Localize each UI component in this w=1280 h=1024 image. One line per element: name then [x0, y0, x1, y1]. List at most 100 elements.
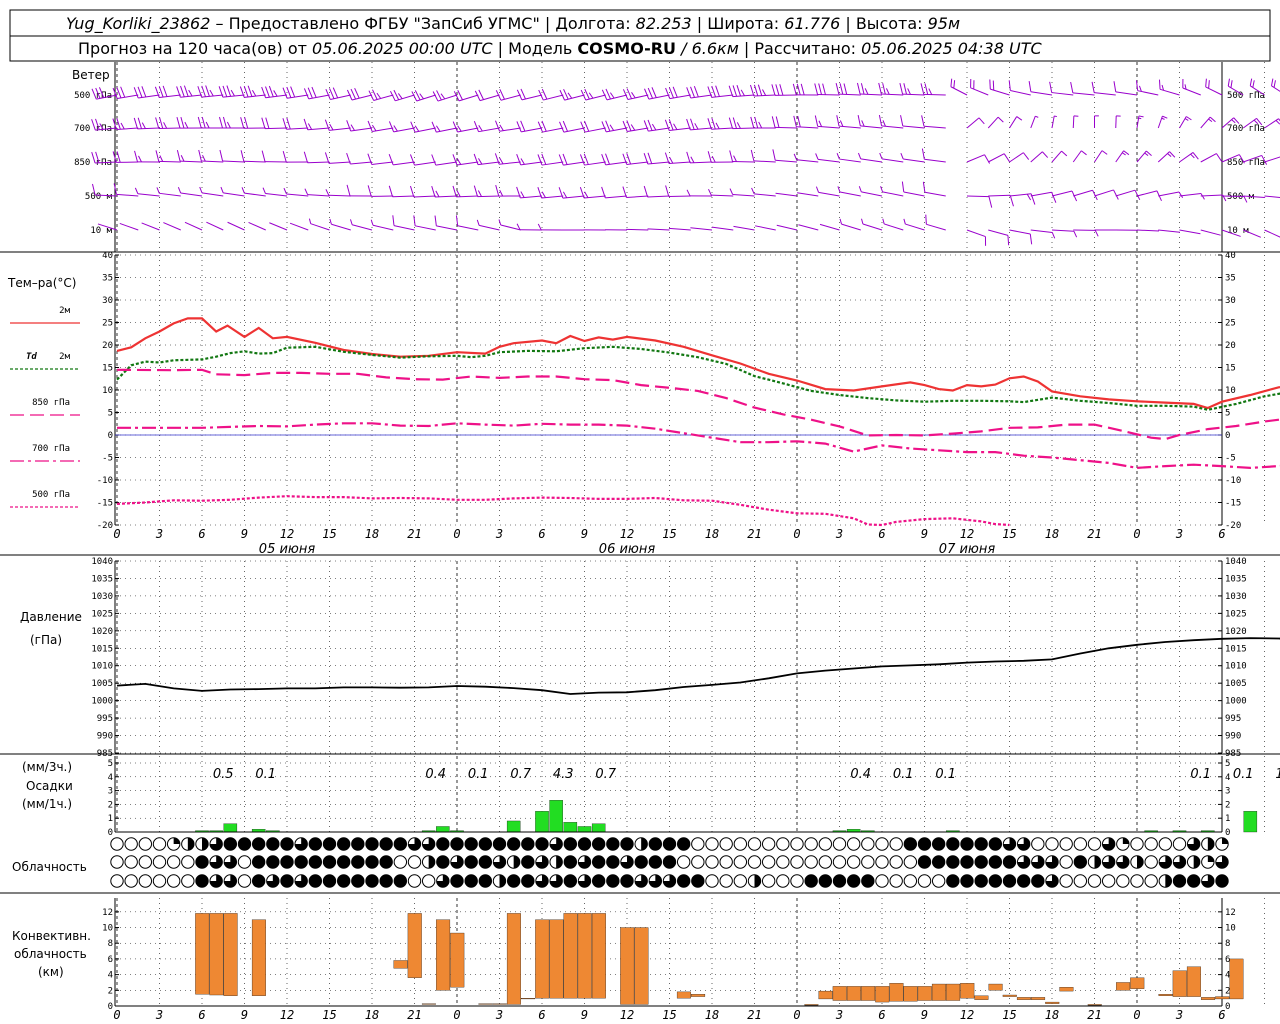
cloud-fill-full [280, 874, 294, 888]
legend-label: 2м [59, 352, 70, 362]
cloud-symbol [946, 837, 960, 851]
cloud-symbol [421, 874, 436, 888]
cloud-fill-part [294, 874, 308, 888]
convective-bar [393, 960, 408, 969]
wind-barb-staff [1200, 229, 1221, 236]
wind-barb [622, 88, 649, 101]
wind-barb [966, 195, 993, 208]
cloud-fill-full [974, 874, 988, 888]
wind-barb [1270, 78, 1280, 92]
wind-level-label-right: 700 гПа [1227, 124, 1265, 134]
cloud-fill-full [1017, 874, 1030, 888]
x-tick-label: 9 [241, 527, 248, 541]
cloud-symbol [719, 855, 733, 869]
precip-unit-1h: (мм/1ч.) [22, 797, 72, 811]
wind-barb [206, 221, 224, 231]
cloud-symbol [761, 874, 776, 888]
cloud-fill-full [337, 874, 350, 888]
wind-barb [1091, 81, 1116, 96]
y-tick-label-right: 1015 [1225, 644, 1247, 654]
cloud-symbol [832, 855, 847, 869]
wind-barb-feather [180, 155, 185, 162]
y-tick-label-left: 15 [102, 364, 113, 374]
wind-barb-feather [1081, 150, 1087, 156]
cloud-symbol [1031, 855, 1045, 869]
wind-barb-feather [537, 154, 543, 166]
wind-barb-feather [630, 124, 636, 131]
cloud-symbol [124, 855, 138, 869]
cloud-symbol [535, 837, 549, 851]
cloud-symbol [606, 837, 620, 851]
wind-barb-feather [800, 83, 805, 96]
wind-barb [473, 121, 500, 133]
wind-barb-staff [1115, 189, 1136, 197]
cloud-fill-part [224, 874, 237, 888]
cloud-fill-part [1215, 855, 1229, 869]
wind-barb-staff [1271, 85, 1280, 92]
wind-barb-staff [626, 228, 649, 231]
cloud-symbol [138, 855, 153, 869]
cloud-symbol [1158, 855, 1173, 869]
cloud-symbol [776, 837, 790, 851]
cloud-fill-full [564, 855, 577, 869]
cloud-symbol [181, 874, 195, 888]
cloud-circle [889, 837, 903, 851]
cloud-symbol [719, 837, 733, 851]
cloud-fill-part [1201, 874, 1215, 888]
wind-barb-feather [495, 90, 502, 101]
wind-barb-feather [538, 89, 544, 101]
cloud-fill-full [904, 837, 917, 851]
y-tick-label-right: 2 [1225, 986, 1230, 996]
wind-barb-feather [222, 116, 227, 129]
wind-barb-feather [1091, 81, 1095, 93]
cloud-fill-full [365, 874, 379, 888]
wind-barb [966, 229, 987, 246]
cloud-fill-full [507, 874, 520, 888]
wind-barb-feather [835, 83, 840, 95]
wind-barb [346, 120, 373, 132]
wind-barb-staff [1159, 88, 1180, 96]
y-tick-label-right: 995 [1225, 714, 1241, 724]
wind-level-label-left: 700 гПа [74, 124, 112, 134]
wind-barb [879, 152, 904, 163]
y-tick-label-left: -5 [102, 454, 113, 464]
cloud-fill-full [464, 837, 478, 851]
cloud-fill-full [691, 874, 705, 888]
cloud-fill-part [634, 874, 648, 888]
wind-barb [987, 116, 1004, 129]
convective-bar [450, 932, 465, 988]
convective-bar [634, 927, 649, 1005]
series-t2m [116, 317, 1280, 410]
cloud-symbol [407, 874, 422, 888]
x-tick-label: 0 [1133, 1008, 1140, 1022]
wind-barb-feather [647, 119, 653, 131]
cloud-fill-part [209, 874, 223, 888]
cloud-fill-full [592, 837, 605, 851]
wind-barb-feather [413, 215, 416, 226]
cloud-fill-full [252, 874, 265, 888]
wind-barb [733, 225, 755, 231]
y-tick-label-left: -15 [97, 499, 113, 509]
convective-bar [1016, 997, 1031, 1000]
series-t500 [116, 495, 1010, 527]
y-tick-label-right: 12 [1225, 908, 1236, 918]
wind-barb-staff [1205, 86, 1223, 96]
wind-barb-feather [903, 83, 907, 95]
wind-barb-feather [736, 122, 741, 129]
cloud-fill-full [394, 874, 407, 888]
wind-barb [474, 89, 500, 102]
wind-barb-staff [372, 224, 394, 231]
wind-barb-staff [371, 161, 394, 165]
cloud-circle [747, 837, 762, 851]
cloud-symbol [648, 874, 663, 888]
cloud-symbol [1101, 855, 1116, 869]
wind-barb-staff [1264, 195, 1280, 198]
cloud-symbol [1144, 837, 1158, 851]
cloud-circle [1087, 837, 1102, 851]
wind-barb-feather [120, 86, 126, 98]
precip-3h-total: 0.7 [510, 767, 531, 782]
wind-level-label-left: 500 м [85, 192, 113, 202]
wind-barb-staff [1051, 115, 1055, 129]
wind-barb [329, 218, 351, 231]
cloud-circle [166, 874, 181, 888]
